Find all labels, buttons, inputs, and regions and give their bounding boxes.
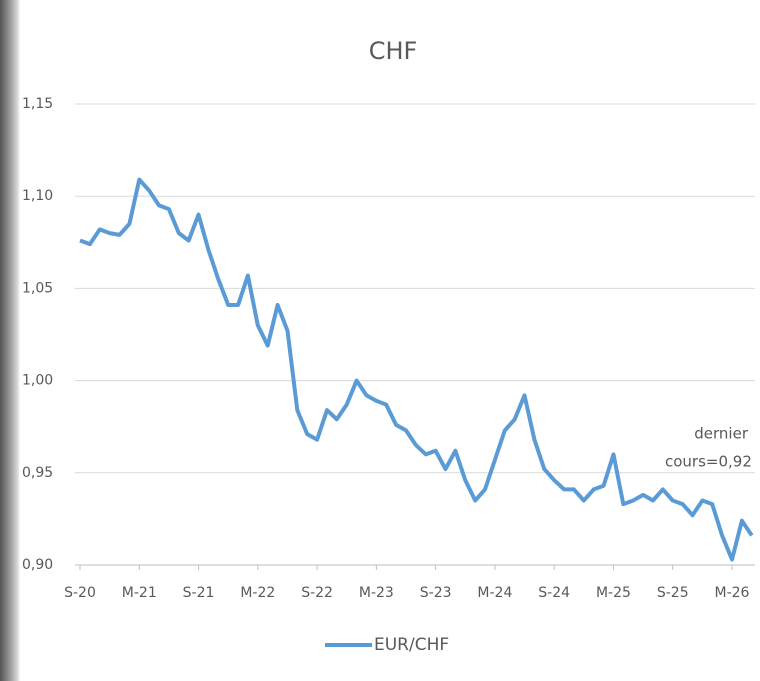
x-tick-label: M-21 <box>122 585 157 601</box>
x-tick-label: S-23 <box>420 585 452 601</box>
y-tick-label: 1,00 <box>22 373 53 389</box>
annotation: cours=0,92 <box>665 453 752 471</box>
y-tick-label: 0,90 <box>22 557 53 573</box>
x-tick-label: M-22 <box>240 585 275 601</box>
y-tick-label: 1,10 <box>22 188 53 204</box>
y-tick-label: 1,05 <box>22 280 53 296</box>
legend-label: EUR/CHF <box>374 635 449 655</box>
y-tick-label: 1,15 <box>22 96 53 112</box>
x-tick-label: M-26 <box>715 585 750 601</box>
chart-area <box>20 6 760 681</box>
x-tick-label: S-25 <box>657 585 689 601</box>
x-tick-label: M-25 <box>596 585 631 601</box>
x-tick-label: S-24 <box>538 585 570 601</box>
x-tick-label: S-21 <box>183 585 215 601</box>
x-tick-label: M-24 <box>477 585 512 601</box>
chart-title: CHF <box>369 37 418 65</box>
x-tick-label: S-22 <box>301 585 333 601</box>
y-tick-label: 0,95 <box>22 465 53 481</box>
x-tick-label: S-20 <box>64 585 96 601</box>
x-tick-label: M-23 <box>359 585 394 601</box>
series-line <box>79 177 754 562</box>
annotation: dernier <box>694 425 749 443</box>
